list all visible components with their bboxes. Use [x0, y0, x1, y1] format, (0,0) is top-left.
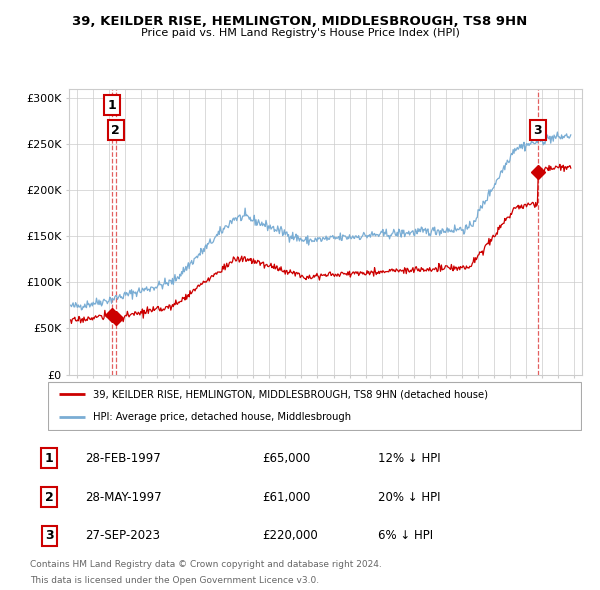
Text: 39, KEILDER RISE, HEMLINGTON, MIDDLESBROUGH, TS8 9HN: 39, KEILDER RISE, HEMLINGTON, MIDDLESBRO…: [73, 15, 527, 28]
Text: 3: 3: [533, 123, 542, 136]
Text: Contains HM Land Registry data © Crown copyright and database right 2024.: Contains HM Land Registry data © Crown c…: [30, 560, 382, 569]
FancyBboxPatch shape: [48, 382, 581, 430]
Text: £61,000: £61,000: [262, 490, 310, 504]
Text: Price paid vs. HM Land Registry's House Price Index (HPI): Price paid vs. HM Land Registry's House …: [140, 28, 460, 38]
Text: 27-SEP-2023: 27-SEP-2023: [85, 529, 160, 542]
Text: £220,000: £220,000: [262, 529, 317, 542]
Text: This data is licensed under the Open Government Licence v3.0.: This data is licensed under the Open Gov…: [30, 576, 319, 585]
Text: 3: 3: [45, 529, 53, 542]
Text: 1: 1: [107, 99, 116, 112]
Text: 20% ↓ HPI: 20% ↓ HPI: [378, 490, 440, 504]
Text: 39, KEILDER RISE, HEMLINGTON, MIDDLESBROUGH, TS8 9HN (detached house): 39, KEILDER RISE, HEMLINGTON, MIDDLESBRO…: [94, 389, 488, 399]
Text: 12% ↓ HPI: 12% ↓ HPI: [378, 452, 440, 465]
Text: 1: 1: [45, 452, 53, 465]
Text: 28-MAY-1997: 28-MAY-1997: [85, 490, 162, 504]
Text: £65,000: £65,000: [262, 452, 310, 465]
Text: 2: 2: [45, 490, 53, 504]
Text: HPI: Average price, detached house, Middlesbrough: HPI: Average price, detached house, Midd…: [94, 412, 352, 422]
Text: 6% ↓ HPI: 6% ↓ HPI: [378, 529, 433, 542]
Text: 28-FEB-1997: 28-FEB-1997: [85, 452, 161, 465]
Text: 2: 2: [111, 123, 120, 136]
